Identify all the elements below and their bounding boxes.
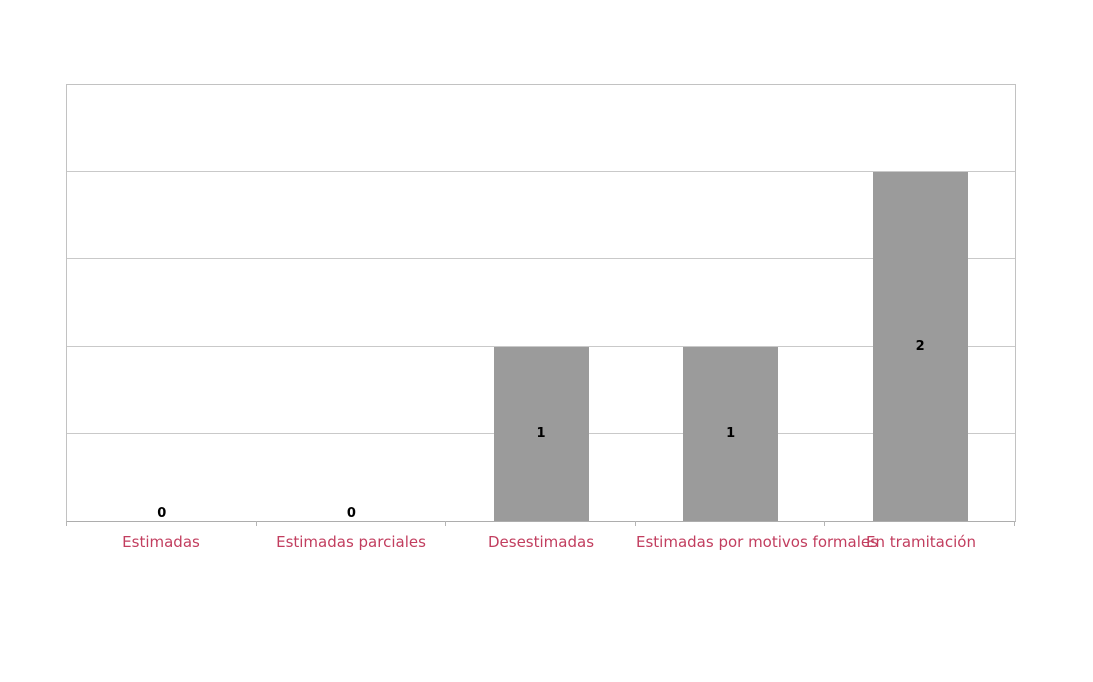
x-axis-tick-4 — [824, 521, 826, 526]
bar-value-label-estimadas-parciales: 0 — [346, 506, 356, 521]
x-axis-tick-0 — [66, 521, 67, 526]
bar-estimadas-por-motivos-formales: 1 — [683, 346, 779, 521]
x-axis-label-estimadas-por-motivos-formales: Estimadas por motivos formales — [636, 533, 878, 551]
bar-en-tramitacion: 2 — [872, 172, 968, 521]
gridline-1.5 — [67, 258, 1015, 260]
gridline-1 — [67, 345, 1015, 347]
x-axis-label-estimadas-parciales: Estimadas parciales — [276, 533, 426, 551]
x-axis-tick-2 — [445, 521, 447, 526]
x-axis-label-en-tramitacion: En tramitación — [866, 533, 976, 551]
x-axis-tick-5 — [1014, 521, 1015, 526]
x-axis-label-desestimadas: Desestimadas — [487, 533, 595, 551]
bar-value-label-estimadas: 0 — [157, 506, 167, 521]
bars-layer: 0 0 1 1 2 — [67, 85, 1015, 521]
gridline-2 — [67, 171, 1015, 173]
bar-value-label-desestimadas: 1 — [536, 426, 546, 442]
bar-value-label-en-tramitacion: 2 — [915, 339, 925, 355]
x-axis-tick-3 — [634, 521, 636, 526]
x-axis-ticks-layer — [66, 85, 1015, 526]
plot-area: 0 0 1 1 2 — [66, 84, 1016, 526]
bar-value-label-estimadas-por-motivos-formales: 1 — [726, 426, 736, 442]
x-axis-label-estimadas: Estimadas — [122, 533, 200, 551]
x-axis-labels: Estimadas Estimadas parciales Desestimadas… — [66, 532, 1016, 552]
bar-desestimadas: 1 — [493, 346, 589, 521]
x-axis-tick-1 — [255, 521, 257, 526]
